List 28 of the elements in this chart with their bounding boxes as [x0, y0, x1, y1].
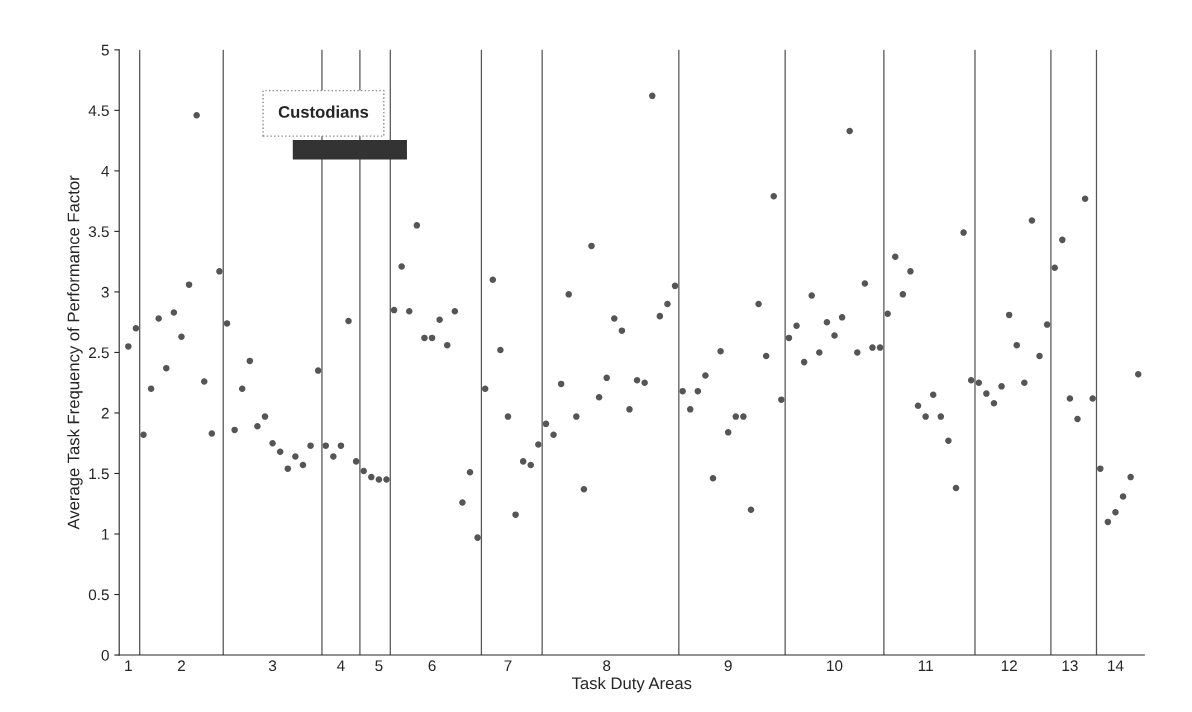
y-tick-label: 2: [101, 407, 109, 419]
x-tick-label: 8: [603, 660, 611, 672]
x-tick-label: 11: [918, 660, 933, 671]
y-tick-label: 1.5: [89, 468, 109, 480]
y-tick-label: 5: [101, 44, 109, 56]
x-tick-label: 6: [428, 660, 436, 672]
y-tick-label: 4: [101, 165, 110, 177]
annotation: Custodians: [278, 105, 369, 118]
x-tick-label: 7: [504, 660, 512, 671]
x-tick-label: 10: [827, 660, 843, 672]
y-tick-label: 3.5: [88, 226, 109, 238]
x-tick-label: 12: [1001, 660, 1017, 671]
x-tick-label: 1: [125, 660, 132, 671]
x-tick-label: 14: [1108, 660, 1124, 671]
x-tick-label: 9: [724, 660, 732, 672]
x-tick-label: 13: [1062, 660, 1078, 672]
y-tick-label: 2.5: [89, 347, 109, 359]
y-axis-title: Average Task Frequency of Performance Factor: [67, 175, 83, 530]
y-tick-label: 3: [101, 286, 109, 298]
x-tick-label: 5: [375, 660, 383, 672]
x-tick-label: 4: [337, 660, 345, 671]
y-tick-label: 0: [101, 649, 109, 661]
x-tick-label: 2: [177, 660, 185, 671]
x-tick-label: 3: [268, 660, 277, 672]
y-tick-label: 4.5: [88, 105, 109, 117]
x-axis-title: Task Duty Areas: [571, 676, 692, 693]
y-tick-label: 0.5: [88, 589, 109, 601]
y-tick-label: 1: [102, 529, 109, 540]
